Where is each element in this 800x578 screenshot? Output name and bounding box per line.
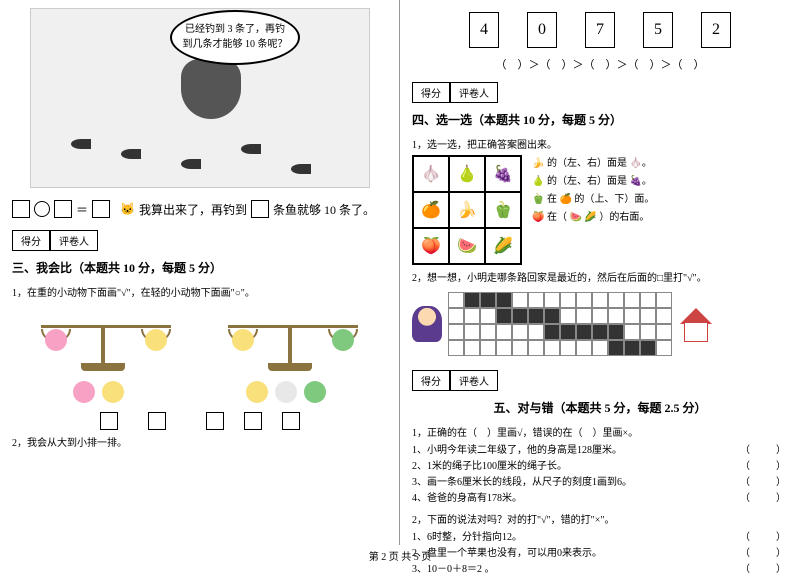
- blank-box[interactable]: [251, 200, 269, 218]
- frog-icon: [332, 329, 354, 351]
- left-column: 已经钓到 3 条了，再钓到几条才能够 10 条呢？ ＝ 🐱 我算出来了，再钓到 …: [0, 0, 400, 545]
- tf-statement: 2、1米的绳子比100厘米的绳子长。: [412, 459, 567, 475]
- path-grid[interactable]: [448, 292, 672, 356]
- tf-statement: 3、画一条6厘米长的线段，从尺子的刻度1画到6。: [412, 475, 632, 491]
- score-box: 得分 评卷人: [12, 230, 387, 251]
- answer-box[interactable]: [100, 412, 118, 430]
- balance-area: [12, 305, 387, 375]
- answer-paren[interactable]: （ ）: [740, 562, 788, 578]
- thought-bubble: 已经钓到 3 条了，再钓到几条才能够 10 条呢？: [170, 10, 300, 65]
- ordering-blanks[interactable]: （ ）＞（ ）＞（ ）＞（ ）＞（ ）: [412, 56, 788, 72]
- section-4-title: 四、选一选（本题共 10 分，每题 5 分）: [412, 111, 622, 128]
- grid-cell: 🍐: [449, 156, 485, 192]
- chick-icon: [102, 381, 124, 403]
- answer-box[interactable]: [244, 412, 262, 430]
- blank-box[interactable]: [54, 200, 72, 218]
- animal-row: [12, 381, 387, 406]
- equation-row: ＝ 🐱 我算出来了，再钓到 条鱼就够 10 条了。: [12, 200, 387, 218]
- tf-statement: 1、小明今年读二年级了，他的身高是128厘米。: [412, 443, 622, 459]
- grader-label: 评卷人: [450, 82, 498, 103]
- position-area: 🧄 🍐 🍇 🍊 🍌 🫑 🍑 🍉 🌽 🍌 的（左、右）面是 🧄。 🍐 的（左、右）…: [412, 155, 788, 265]
- answer-box[interactable]: [148, 412, 166, 430]
- score-label: 得分: [412, 82, 450, 103]
- answer-box[interactable]: [206, 412, 224, 430]
- number-boxes: 4 0 7 5 2: [412, 12, 788, 48]
- blank-box[interactable]: [12, 200, 30, 218]
- answer-paren[interactable]: （ ）: [740, 491, 788, 507]
- house-icon: [678, 306, 714, 342]
- answer-paren[interactable]: （ ）: [740, 530, 788, 546]
- equation-text: 我算出来了，再钓到: [139, 201, 247, 218]
- question-5-2: 2，下面的说法对吗？对的打"√"，错的打"×"。: [412, 511, 788, 526]
- balance-scale: [218, 305, 368, 375]
- equals-text: ＝: [76, 201, 88, 218]
- pig-icon: [73, 381, 95, 403]
- grader-label: 评卷人: [50, 230, 98, 251]
- grid-cell: 🧄: [413, 156, 449, 192]
- answer-paren[interactable]: （ ）: [740, 475, 788, 491]
- chick-icon: [232, 329, 254, 351]
- grid-cell: 🍑: [413, 228, 449, 264]
- fish-icon: [291, 164, 311, 174]
- fish-icon: [241, 144, 261, 154]
- grid-cell: 🍌: [449, 192, 485, 228]
- position-sentences: 🍌 的（左、右）面是 🧄。 🍐 的（左、右）面是 🍇。 🫑 在 🍊 的（上、下）…: [532, 155, 654, 227]
- num-box: 0: [527, 12, 557, 48]
- tf-list-1: 1、小明今年读二年级了，他的身高是128厘米。 （ ） 2、1米的绳子比100厘米…: [412, 443, 788, 507]
- answer-box[interactable]: [282, 412, 300, 430]
- question-3-1: 1，在重的小动物下面画"√"，在轻的小动物下面画"○"。: [12, 284, 387, 299]
- rabbit-icon: [275, 381, 297, 403]
- answer-paren[interactable]: （ ）: [740, 459, 788, 475]
- question-5-1: 1，正确的在（ ）里画√，错误的在（ ）里画×。: [412, 424, 788, 439]
- answer-paren[interactable]: （ ）: [740, 443, 788, 459]
- num-box: 7: [585, 12, 615, 48]
- score-box: 得分 评卷人: [412, 82, 788, 103]
- fish-icon: [181, 159, 201, 169]
- section-5-title: 五、对与错（本题共 5 分，每题 2.5 分）: [493, 399, 706, 416]
- grid-cell: 🍇: [485, 156, 521, 192]
- num-box: 4: [469, 12, 499, 48]
- path-row: [412, 288, 788, 360]
- equation-text2: 条鱼就够 10 条了。: [273, 201, 375, 218]
- grid-cell: 🫑: [485, 192, 521, 228]
- tf-statement: 3、10－0＋8＝2 。: [412, 562, 495, 578]
- operator-circle[interactable]: [34, 201, 50, 217]
- score-label: 得分: [412, 370, 450, 391]
- num-box: 5: [643, 12, 673, 48]
- question-3-2: 2，我会从大到小排一排。: [12, 434, 387, 449]
- pig-icon: [45, 329, 67, 351]
- fish-icon: [71, 139, 91, 149]
- grid-cell: 🍊: [413, 192, 449, 228]
- section-3-title: 三、我会比（本题共 10 分，每题 5 分）: [12, 259, 222, 276]
- question-4-2: 2，想一想，小明走哪条路回家是最近的，然后在后面的□里打"√"。: [412, 269, 788, 284]
- question-4-1: 1，选一选，把正确答案圈出来。: [412, 136, 788, 151]
- blank-box[interactable]: [92, 200, 110, 218]
- grader-label: 评卷人: [450, 370, 498, 391]
- grid-cell: 🌽: [485, 228, 521, 264]
- right-column: 4 0 7 5 2 （ ）＞（ ）＞（ ）＞（ ）＞（ ） 得分 评卷人 四、选…: [400, 0, 800, 545]
- fruit-grid: 🧄 🍐 🍇 🍊 🍌 🫑 🍑 🍉 🌽: [412, 155, 522, 265]
- frog-icon: [304, 381, 326, 403]
- tf-statement: 4、爸爸的身高有178米。: [412, 491, 522, 507]
- child-icon: [412, 306, 442, 342]
- answer-boxes-row: [12, 412, 387, 430]
- grid-cell: 🍉: [449, 228, 485, 264]
- fisher-icon: [181, 59, 241, 119]
- score-box: 得分 评卷人: [412, 370, 788, 391]
- tf-statement: 1、6时整，分针指向12。: [412, 530, 522, 546]
- score-label: 得分: [12, 230, 50, 251]
- chick-icon: [145, 329, 167, 351]
- num-box: 2: [701, 12, 731, 48]
- balance-scale: [31, 305, 181, 375]
- fish-icon: [121, 149, 141, 159]
- chick-icon: [246, 381, 268, 403]
- page-footer: 第 2 页 共 5 页: [0, 548, 800, 563]
